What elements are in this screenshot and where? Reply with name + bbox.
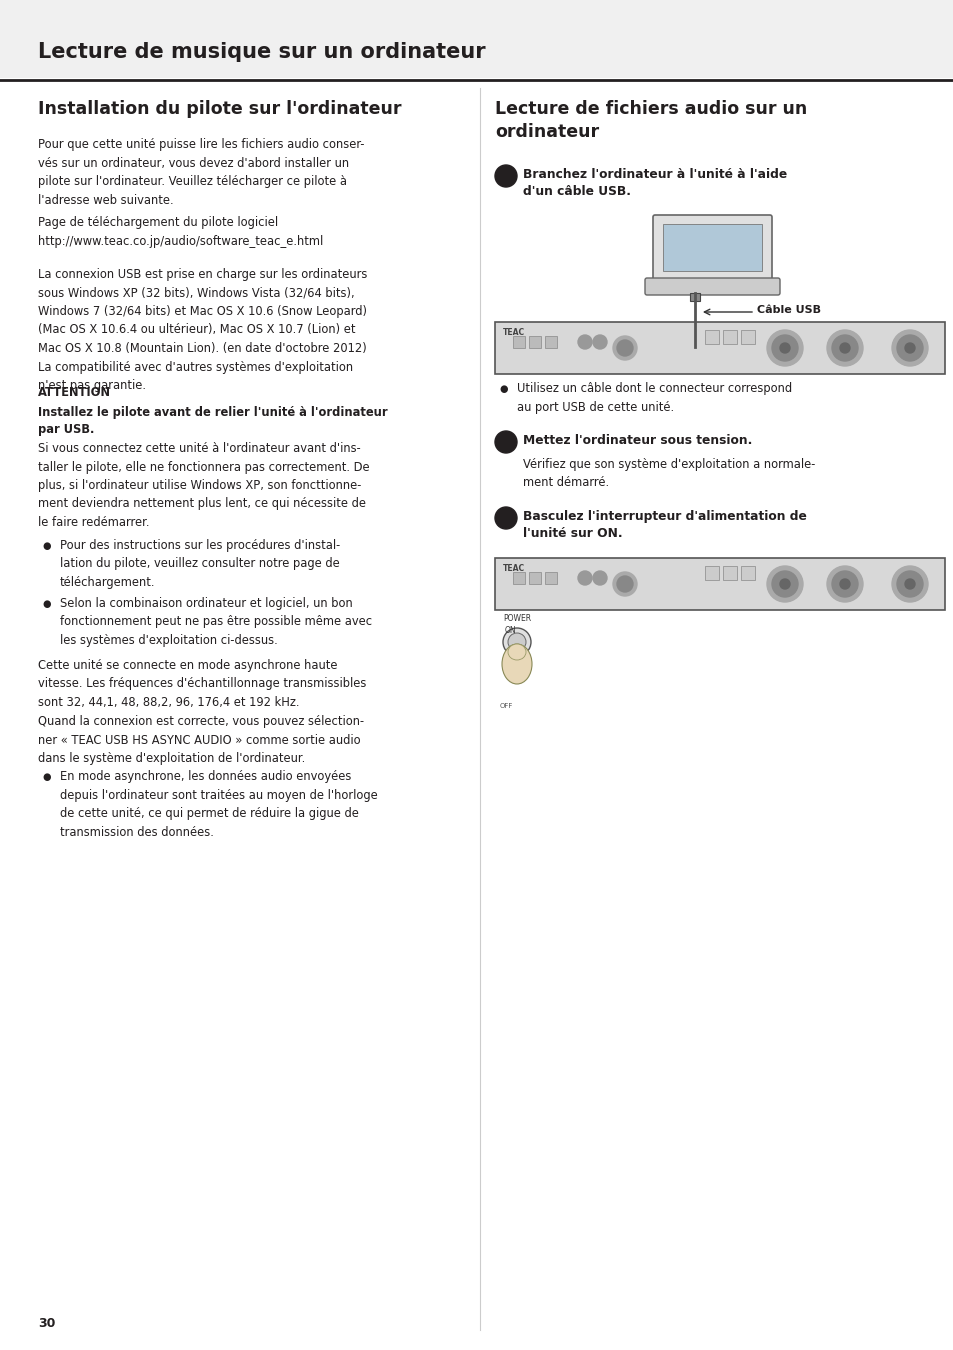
Text: TEAC: TEAC: [502, 328, 524, 338]
Text: Utilisez un câble dont le connecteur correspond
au port USB de cette unité.: Utilisez un câble dont le connecteur cor…: [517, 382, 791, 413]
Circle shape: [891, 329, 927, 366]
Text: Installez le pilote avant de relier l'unité à l'ordinateur
par USB.: Installez le pilote avant de relier l'un…: [38, 406, 387, 436]
Circle shape: [578, 335, 592, 350]
Text: ●: ●: [498, 383, 507, 394]
Circle shape: [780, 579, 789, 589]
Circle shape: [613, 336, 637, 360]
Text: Mettez l'ordinateur sous tension.: Mettez l'ordinateur sous tension.: [522, 433, 752, 447]
Circle shape: [891, 566, 927, 602]
Text: Lecture de musique sur un ordinateur: Lecture de musique sur un ordinateur: [38, 42, 485, 62]
Text: Lecture de fichiers audio sur un
ordinateur: Lecture de fichiers audio sur un ordinat…: [495, 100, 806, 140]
Bar: [689, 293, 700, 301]
Bar: [513, 336, 524, 348]
Bar: [495, 323, 944, 374]
Circle shape: [766, 329, 802, 366]
Text: Cette unité se connecte en mode asynchrone haute
vitesse. Les fréquences d'échan: Cette unité se connecte en mode asynchro…: [38, 659, 366, 709]
Text: Installation du pilote sur l'ordinateur: Installation du pilote sur l'ordinateur: [38, 100, 401, 117]
Bar: [740, 566, 754, 580]
Circle shape: [495, 165, 517, 188]
Bar: [495, 558, 944, 610]
Text: Quand la connexion est correcte, vous pouvez sélection-
ner « TEAC USB HS ASYNC : Quand la connexion est correcte, vous po…: [38, 716, 364, 765]
Circle shape: [507, 633, 525, 651]
Circle shape: [617, 340, 633, 356]
Text: 1: 1: [501, 170, 510, 182]
FancyBboxPatch shape: [652, 215, 771, 281]
Bar: [544, 336, 557, 348]
FancyBboxPatch shape: [644, 278, 780, 296]
Text: 3: 3: [501, 512, 510, 525]
Circle shape: [502, 628, 531, 656]
Circle shape: [766, 566, 802, 602]
Circle shape: [771, 571, 797, 597]
Bar: [704, 566, 719, 580]
Text: OFF: OFF: [499, 703, 513, 709]
Text: ON: ON: [504, 626, 517, 634]
Circle shape: [826, 329, 862, 366]
Bar: [0, 0, 953, 78]
Circle shape: [904, 343, 914, 352]
Bar: [529, 336, 540, 348]
Text: Selon la combinaison ordinateur et logiciel, un bon
fonctionnement peut ne pas ê: Selon la combinaison ordinateur et logic…: [60, 597, 372, 647]
Text: Page de téléchargement du pilote logiciel
http://www.teac.co.jp/audio/software_t: Page de téléchargement du pilote logicie…: [38, 216, 323, 247]
Text: 30: 30: [38, 1318, 55, 1330]
Circle shape: [840, 343, 849, 352]
Circle shape: [831, 571, 857, 597]
Text: En mode asynchrone, les données audio envoyées
depuis l'ordinateur sont traitées: En mode asynchrone, les données audio en…: [60, 769, 377, 838]
Text: POWER: POWER: [502, 614, 531, 622]
Bar: [529, 572, 540, 585]
Circle shape: [593, 335, 606, 350]
Circle shape: [771, 335, 797, 360]
Text: La connexion USB est prise en charge sur les ordinateurs
sous Windows XP (32 bit: La connexion USB est prise en charge sur…: [38, 269, 367, 392]
Bar: [544, 572, 557, 585]
Circle shape: [617, 576, 633, 593]
Text: Câble USB: Câble USB: [757, 305, 821, 315]
Text: ATTENTION: ATTENTION: [38, 386, 111, 400]
Text: ●: ●: [42, 772, 51, 782]
Bar: [704, 329, 719, 344]
Text: Si vous connectez cette unité à l'ordinateur avant d'ins-
taller le pilote, elle: Si vous connectez cette unité à l'ordina…: [38, 441, 369, 529]
Circle shape: [495, 431, 517, 454]
Text: Branchez l'ordinateur à l'unité à l'aide
d'un câble USB.: Branchez l'ordinateur à l'unité à l'aide…: [522, 167, 786, 198]
Bar: [662, 224, 761, 271]
Bar: [722, 329, 737, 344]
Circle shape: [780, 343, 789, 352]
Text: TEAC: TEAC: [502, 564, 524, 572]
Bar: [513, 572, 524, 585]
Text: Vérifiez que son système d'exploitation a normale-
ment démarré.: Vérifiez que son système d'exploitation …: [522, 458, 815, 490]
Text: Basculez l'interrupteur d'alimentation de
l'unité sur ON.: Basculez l'interrupteur d'alimentation d…: [522, 510, 806, 540]
Text: 2: 2: [501, 436, 510, 448]
Circle shape: [831, 335, 857, 360]
Ellipse shape: [507, 644, 525, 660]
Text: Pour des instructions sur les procédures d'instal-
lation du pilote, veuillez co: Pour des instructions sur les procédures…: [60, 539, 340, 589]
Text: Pour que cette unité puisse lire les fichiers audio conser-
vés sur un ordinateu: Pour que cette unité puisse lire les fic…: [38, 138, 364, 207]
Circle shape: [826, 566, 862, 602]
Circle shape: [904, 579, 914, 589]
Ellipse shape: [501, 644, 532, 684]
Text: ●: ●: [42, 541, 51, 551]
Circle shape: [613, 572, 637, 595]
Circle shape: [495, 508, 517, 529]
Bar: [722, 566, 737, 580]
Circle shape: [593, 571, 606, 585]
Text: ●: ●: [42, 599, 51, 609]
Circle shape: [896, 335, 923, 360]
Circle shape: [840, 579, 849, 589]
Circle shape: [896, 571, 923, 597]
Circle shape: [578, 571, 592, 585]
Bar: [740, 329, 754, 344]
